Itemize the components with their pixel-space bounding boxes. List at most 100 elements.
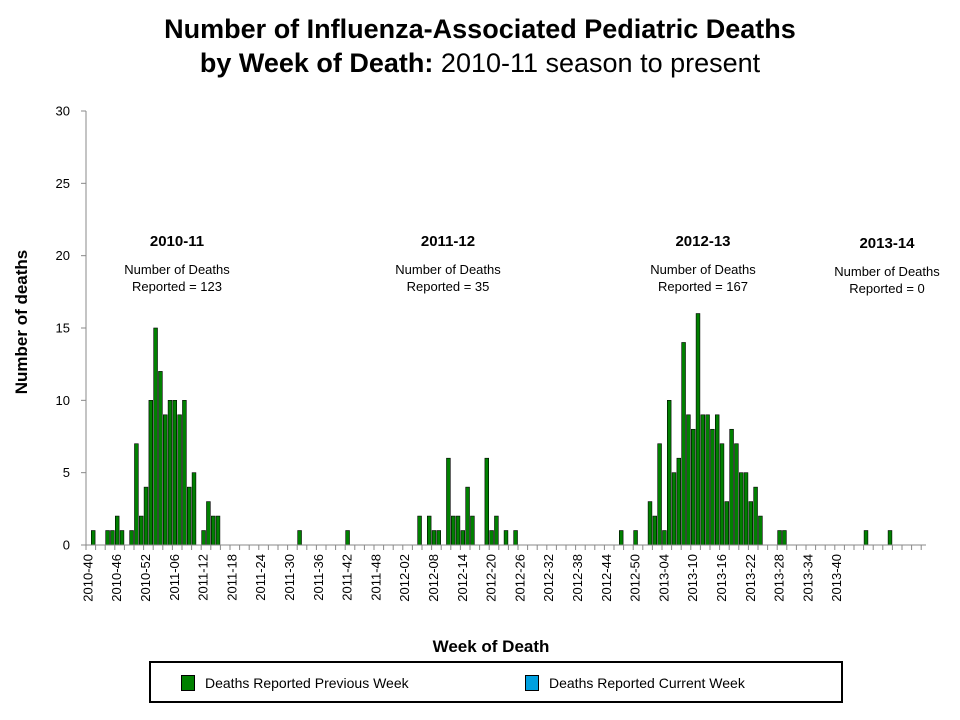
bar-week-17: [167, 400, 173, 546]
season-note-line2: Reported = 35: [407, 279, 490, 294]
bar-week-9: [129, 530, 134, 546]
x-tick-label: 2012-26: [512, 554, 527, 602]
bar-week-79: [465, 486, 470, 546]
x-tick-label: 2013-22: [743, 554, 758, 602]
season-label-2010-11: 2010-11: [150, 233, 204, 250]
season-note-line2: Reported = 167: [658, 279, 748, 294]
x-tick-label: 2011-12: [196, 554, 211, 601]
bar-week-26: [211, 515, 216, 546]
bar-week-139: [753, 486, 758, 546]
title-line-2-bold: by Week of Death:: [199, 48, 434, 78]
bar-week-13: [148, 400, 153, 546]
bar-week-127: [695, 313, 701, 546]
season-note-line1: Number of Deaths: [124, 262, 230, 277]
bar-week-44: [297, 530, 302, 546]
bar-week-118: [652, 515, 658, 546]
x-tick-label: 2011-36: [311, 554, 326, 601]
bar-week-85: [494, 515, 499, 546]
x-tick-label: 2011-24: [253, 554, 268, 601]
bar-week-167: [887, 530, 893, 546]
bar-week-77: [455, 515, 461, 546]
bar-week-134: [729, 428, 734, 546]
title-line-2: by Week of Death: 2010-11 season to pres…: [0, 46, 960, 80]
bar-week-16: [163, 414, 168, 546]
y-tick-label: 20: [56, 248, 70, 263]
chart-title: Number of Influenza-Associated Pediatric…: [0, 12, 960, 80]
bar-week-15: [158, 371, 163, 546]
x-tick-label: 2013-28: [772, 554, 787, 602]
bar-week-87: [503, 530, 509, 546]
legend-swatch-previous-week: [181, 675, 195, 691]
bar-week-12: [143, 486, 149, 546]
bar-week-71: [426, 515, 432, 546]
bar-week-24: [201, 530, 206, 546]
bar-week-131: [714, 414, 720, 546]
y-tick-label: 10: [56, 393, 70, 408]
bar-week-137: [743, 472, 749, 546]
season-label-2012-13: 2012-13: [675, 233, 730, 250]
bar-week-89: [513, 530, 518, 546]
bar-week-120: [662, 530, 667, 546]
bar-week-69: [417, 515, 422, 546]
x-tick-label: 2012-44: [599, 554, 614, 602]
x-tick-label: 2011-18: [224, 554, 239, 601]
x-tick-label: 2013-04: [656, 554, 671, 602]
y-tick-label: 25: [56, 176, 70, 191]
bar-week-4: [105, 530, 110, 546]
bar-week-80: [470, 515, 475, 546]
bar-week-73: [436, 530, 441, 546]
legend-item-current-week: Deaths Reported Current Week: [525, 675, 745, 691]
bar-week-132: [719, 443, 725, 546]
bar-week-22: [191, 472, 197, 546]
bar-week-75: [446, 457, 451, 546]
bar-week-121: [666, 400, 672, 546]
season-annotations: 2010-11 Number of Deaths Reported = 123 201…: [124, 233, 940, 296]
y-axis-label: Number of deaths: [12, 250, 31, 395]
y-tick-label: 0: [63, 538, 70, 553]
bar-week-7: [119, 530, 125, 546]
legend-label-previous-week: Deaths Reported Previous Week: [205, 675, 409, 691]
bar-week-111: [618, 530, 624, 546]
bar-week-144: [777, 530, 782, 546]
bar-week-114: [633, 530, 638, 546]
x-tick-label: 2012-38: [570, 554, 585, 602]
bar-week-119: [657, 443, 662, 546]
x-tick-label: 2011-30: [282, 554, 297, 601]
legend-swatch-current-week: [525, 675, 539, 691]
bar-week-140: [758, 515, 763, 546]
bar-week-21: [187, 486, 192, 546]
y-tick-label: 30: [56, 104, 70, 119]
bar-week-11: [139, 515, 144, 546]
axes-group: 0 5 10 15 20 25 30 2010-40 2010-46 2010-52 2011-06…: [56, 104, 926, 602]
season-note-line1: Number of Deaths: [395, 262, 501, 277]
bar-week-27: [215, 515, 221, 546]
x-tick-label: 2013-10: [685, 554, 700, 602]
x-tick-label: 2012-32: [541, 554, 556, 602]
title-line-1: Number of Influenza-Associated Pediatric…: [164, 14, 796, 44]
legend: Deaths Reported Previous Week Deaths Rep…: [149, 661, 843, 703]
legend-item-previous-week: Deaths Reported Previous Week: [181, 675, 409, 691]
bar-week-76: [450, 515, 456, 546]
bars-group: [91, 313, 893, 546]
bar-week-136: [738, 472, 744, 546]
x-tick-label: 2011-42: [340, 554, 355, 601]
bar-week-130: [710, 428, 715, 546]
x-tick-label: 2010-40: [80, 554, 95, 602]
y-tick-label: 5: [63, 465, 70, 480]
legend-label-current-week: Deaths Reported Current Week: [549, 675, 745, 691]
bar-week-84: [489, 530, 494, 546]
bar-week-6: [115, 515, 120, 546]
x-tick-label: 2012-50: [628, 554, 643, 602]
season-note-line1: Number of Deaths: [650, 262, 756, 277]
season-note-line1: Number of Deaths: [834, 264, 940, 279]
bar-week-14: [153, 327, 158, 546]
bar-week-117: [647, 501, 653, 546]
bar-week-18: [172, 400, 177, 546]
bar-week-162: [863, 530, 869, 546]
y-tick-label: 15: [56, 321, 70, 336]
x-tick-label: 2013-16: [714, 554, 729, 602]
bar-week-129: [705, 414, 710, 546]
bar-week-83: [484, 457, 489, 546]
bar-week-145: [782, 530, 787, 546]
bar-week-5: [110, 530, 115, 546]
